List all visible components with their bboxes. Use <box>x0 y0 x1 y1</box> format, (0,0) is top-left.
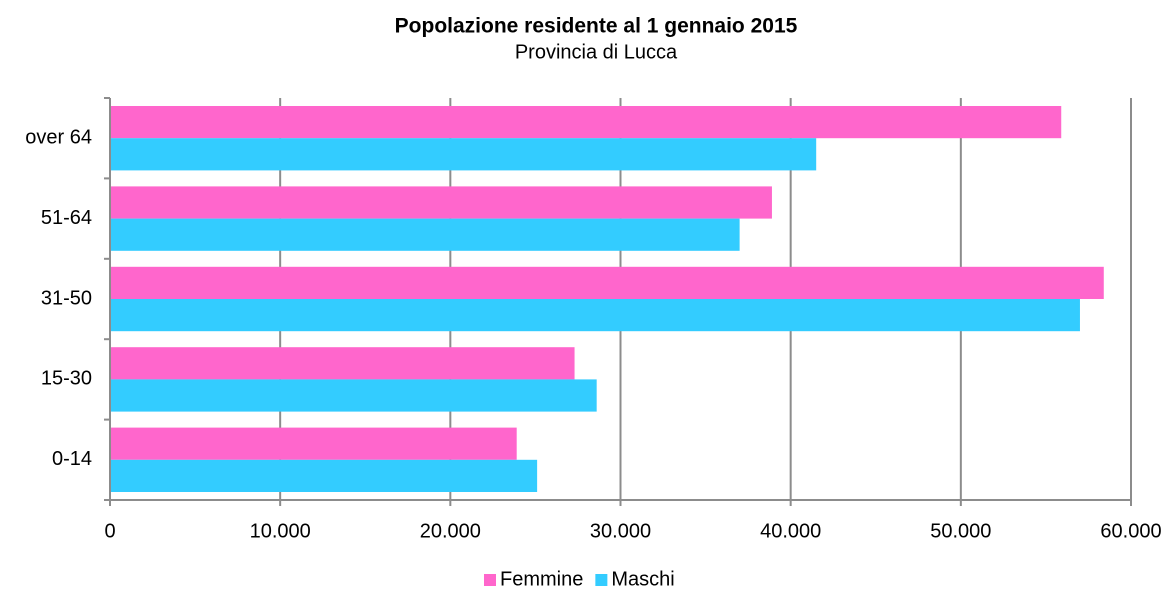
x-tick-label: 0 <box>104 520 115 542</box>
bar <box>110 347 575 380</box>
chart-subtitle: Provincia di Lucca <box>515 41 678 63</box>
bar <box>110 106 1062 139</box>
x-tick-label: 40.000 <box>760 520 821 542</box>
bar <box>110 218 740 251</box>
x-tick-label: 10.000 <box>250 520 311 542</box>
x-tick-label: 20.000 <box>420 520 481 542</box>
legend-swatch <box>595 574 608 586</box>
bar <box>110 299 1080 332</box>
legend-label: Maschi <box>611 568 674 590</box>
bar <box>110 138 817 171</box>
y-tick-label: 31-50 <box>41 287 92 309</box>
y-tick-label: 0-14 <box>52 448 92 470</box>
y-tick-label: 51-64 <box>41 207 92 229</box>
legend-swatch <box>484 574 496 586</box>
x-tick-label: 60.000 <box>1100 520 1161 542</box>
y-tick-label: 15-30 <box>41 368 92 390</box>
chart-title: Popolazione residente al 1 gennaio 2015 <box>395 15 798 38</box>
x-tick-label: 50.000 <box>930 520 991 542</box>
x-tick-label: 30.000 <box>590 520 651 542</box>
bar <box>110 186 772 219</box>
bar <box>110 266 1104 299</box>
bar <box>110 379 597 412</box>
y-tick-label: over 64 <box>25 126 92 148</box>
legend-label: Femmine <box>500 568 583 590</box>
bar <box>110 459 538 492</box>
bar <box>110 427 517 460</box>
